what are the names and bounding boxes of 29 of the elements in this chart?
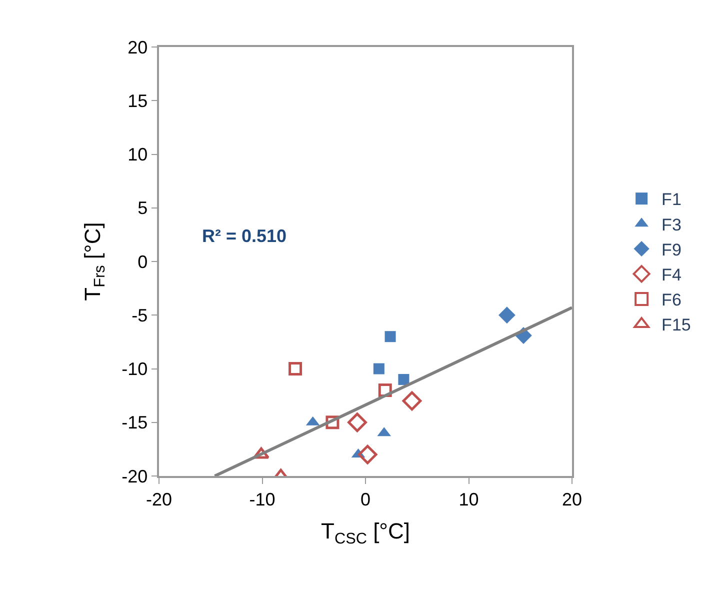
legend-label: F15 [662,316,691,335]
legend-label: F1 [662,190,682,210]
y-tick-label: 5 [138,198,148,218]
y-tick-label: 10 [128,144,148,165]
point [398,374,410,385]
y-tick-label: 0 [138,252,148,272]
x-tick-label: 20 [562,489,582,510]
y-tick-label: -15 [122,412,148,433]
annotation: R² = 0.510 [202,226,287,246]
point [348,412,367,432]
x-tick-label: 10 [458,489,479,510]
point [498,306,516,324]
legend-label: F4 [662,265,682,284]
y-tick-label: -20 [122,466,148,486]
point [384,331,396,342]
point [358,444,378,464]
point [373,363,384,374]
x-axis-title: T$_{CSC}$ [°C] [321,518,410,548]
x-tick-label: 0 [360,489,371,510]
legend-label: F6 [662,290,682,310]
point [288,362,302,376]
legend-label: F9 [662,240,682,260]
x-tick-label: -10 [249,489,276,510]
legend-label: F3 [662,215,682,234]
y-tick-label: 15 [128,90,148,111]
y-tick-label: -5 [132,305,148,326]
y-tick-label: -10 [122,359,148,380]
y-tick-label: 20 [128,37,148,58]
point [402,391,422,411]
